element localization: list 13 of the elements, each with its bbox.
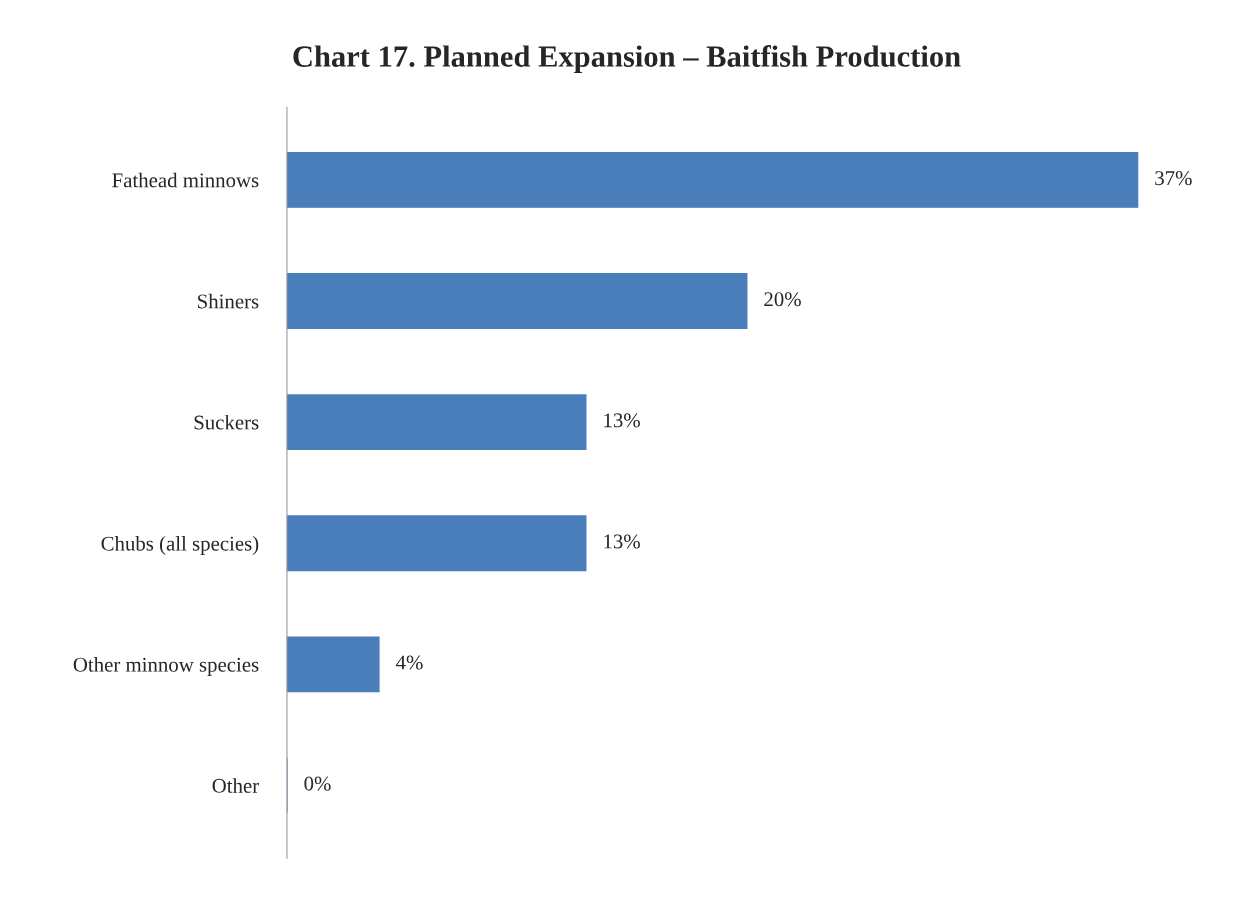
y-tick-label: Chubs (all species) — [101, 536, 259, 555]
chart-title: Chart 17. Planned Expansion – Baitfish Production — [293, 45, 961, 74]
data-label: 4% — [395, 655, 423, 670]
y-tick-label: Other — [212, 778, 259, 793]
y-tick-label: Shiners — [198, 293, 259, 309]
y-tick-label: Fathead minnows — [112, 172, 259, 188]
y-tick-label: Other minnow species — [73, 657, 259, 676]
data-label: 20% — [764, 292, 801, 307]
data-label: 13% — [604, 534, 640, 549]
y-tick-label: Suckers — [194, 414, 259, 430]
data-label: 37% — [1155, 171, 1192, 186]
data-label: 13% — [604, 413, 640, 428]
data-label: 0% — [304, 776, 331, 791]
